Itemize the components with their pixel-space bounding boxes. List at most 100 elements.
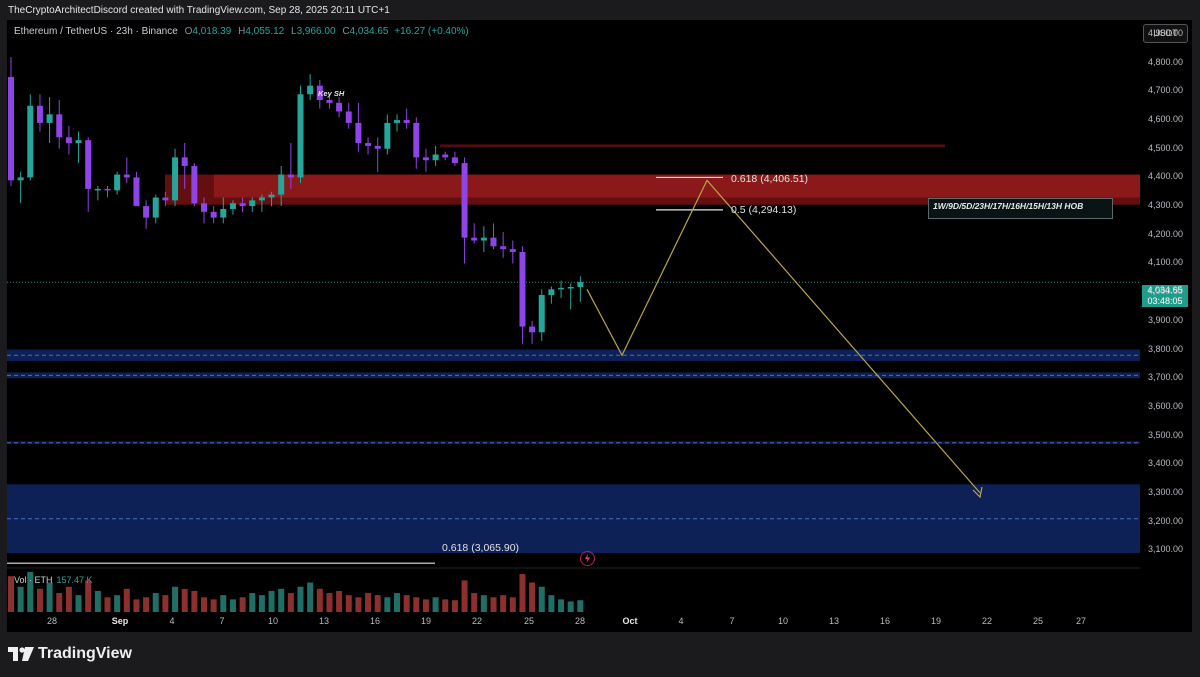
volume-bar xyxy=(17,586,24,612)
time-tick-label: 28 xyxy=(46,616,58,626)
candle-body xyxy=(567,286,574,289)
candle-body xyxy=(229,203,236,209)
top-bar: TheCryptoArchitectDiscord created with T… xyxy=(0,0,1200,22)
volume-bar xyxy=(172,586,179,612)
price-tick-label: 4,300.00 xyxy=(1148,200,1184,211)
candle-body xyxy=(239,203,246,207)
candle-body xyxy=(461,163,468,238)
time-tick-label: 4 xyxy=(169,616,175,626)
candle-body xyxy=(432,154,439,161)
price-tick-label: 4,500.00 xyxy=(1148,142,1184,153)
candle-body xyxy=(36,105,43,123)
time-tick-label: 22 xyxy=(471,616,483,626)
volume-bar xyxy=(65,586,72,612)
volume-bar xyxy=(336,590,343,612)
candle-body xyxy=(422,157,429,161)
candle-body xyxy=(220,208,227,218)
candle-body xyxy=(355,122,362,144)
tradingview-wordmark: TradingView xyxy=(38,645,132,662)
volume-bar xyxy=(422,599,429,612)
volume-bar xyxy=(36,588,43,612)
volume-bar xyxy=(229,599,236,612)
candle-body xyxy=(65,137,72,144)
fib-618-top-label: 0.618 (4,406.51) xyxy=(731,173,809,185)
volume-bar xyxy=(94,590,101,612)
currency-button[interactable]: USDT xyxy=(1143,24,1188,43)
candle-body xyxy=(123,174,130,178)
candle-body xyxy=(278,174,285,195)
zone-supply-line-1 xyxy=(440,144,945,148)
candle-body xyxy=(143,206,150,218)
candle-body xyxy=(558,287,565,290)
time-tick-label: 4 xyxy=(678,616,684,626)
time-tick-label: 19 xyxy=(420,616,432,626)
candle-body xyxy=(345,111,352,123)
price-tick-label: 3,500.00 xyxy=(1148,429,1184,440)
lightning-icon[interactable] xyxy=(580,551,595,566)
high-label: H xyxy=(238,26,246,37)
volume-bar xyxy=(143,597,150,612)
projection-arrowhead xyxy=(972,486,983,499)
time-tick-label: 16 xyxy=(369,616,381,626)
volume-bar xyxy=(490,597,497,612)
candle-body xyxy=(519,252,526,327)
candle-body xyxy=(249,200,256,207)
candle-body xyxy=(336,102,343,112)
candle-body xyxy=(451,157,458,164)
volume-bar xyxy=(297,586,304,612)
candle-body xyxy=(442,154,449,158)
candle-body xyxy=(316,85,323,100)
candle-body xyxy=(133,177,140,207)
projection-path xyxy=(586,179,981,494)
candle-body xyxy=(27,105,34,178)
price-tick-label: 4,400.00 xyxy=(1148,171,1184,182)
time-tick-label: 10 xyxy=(267,616,279,626)
bar-countdown: 03:48:05 xyxy=(1147,296,1183,306)
candle-body xyxy=(181,157,188,166)
volume-bar xyxy=(75,595,82,612)
candle-body xyxy=(46,114,53,123)
time-tick-label: 22 xyxy=(981,616,993,626)
volume-bar xyxy=(249,593,256,612)
volume-bar xyxy=(519,574,526,612)
candle-body xyxy=(529,326,536,333)
time-tick-label: 7 xyxy=(219,616,225,626)
time-tick-label: 28 xyxy=(574,616,586,626)
volume-bar xyxy=(133,599,140,612)
candle-body xyxy=(374,145,381,149)
tradingview-logo[interactable]: TradingView xyxy=(8,645,132,663)
symbol-legend[interactable]: Ethereum / TetherUS · 23h · Binance O4,0… xyxy=(14,26,469,37)
candle-body xyxy=(210,211,217,218)
bottom-bar xyxy=(0,636,1200,677)
volume-bar xyxy=(220,595,227,612)
volume-bar xyxy=(567,601,574,612)
candle-body xyxy=(403,120,410,123)
price-tick-label: 3,300.00 xyxy=(1148,486,1184,497)
open-value: 4,018.39 xyxy=(192,26,232,37)
candle-body xyxy=(268,194,275,198)
tradingview-logo-icon xyxy=(8,647,34,661)
price-tick-label: 4,700.00 xyxy=(1148,85,1184,96)
supply-zone-core xyxy=(214,174,1140,198)
candle-body xyxy=(191,165,198,204)
time-tick-label: 16 xyxy=(879,616,891,626)
close-label: C xyxy=(342,26,350,37)
candle-body xyxy=(8,77,14,181)
volume-bar xyxy=(529,582,536,612)
candle-body xyxy=(471,237,478,241)
zone-demand-2 xyxy=(7,349,1140,361)
last-price-tag: 4,034.65 03:48:05 xyxy=(1142,285,1188,307)
time-tick-label: 10 xyxy=(777,616,789,626)
zone-demand-3 xyxy=(7,372,1140,379)
candle-body xyxy=(297,94,304,178)
price-tick-label: 4,100.00 xyxy=(1148,257,1184,268)
price-tick-label: 4,900.00 xyxy=(1148,28,1184,39)
candle-body xyxy=(201,203,207,212)
volume-legend[interactable]: Vol · ETH 157.47 K xyxy=(14,575,93,585)
volume-bar xyxy=(471,593,478,612)
volume-bar xyxy=(123,588,130,612)
price-tick-label: 3,400.00 xyxy=(1148,458,1184,469)
hob-label[interactable]: 1W/9D/5D/23H/17H/16H/15H/13H HOB xyxy=(928,198,1113,219)
candle-body xyxy=(17,177,24,181)
